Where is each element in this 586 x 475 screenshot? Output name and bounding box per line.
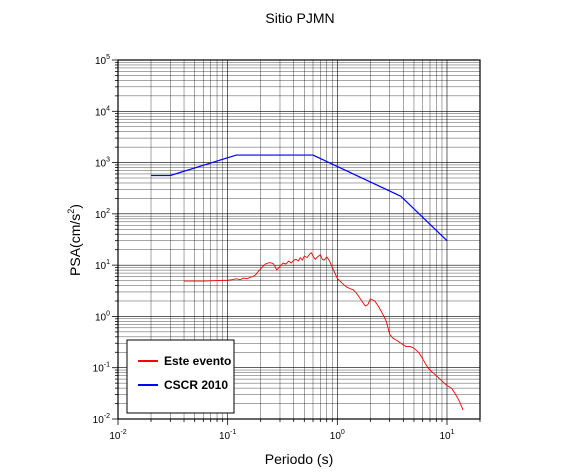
y-axis-label-close: ) <box>67 204 83 209</box>
tick-label-exponent: 4 <box>106 105 110 112</box>
y-tick-label: 101 <box>95 259 110 272</box>
tick-label-base: 10 <box>109 431 121 442</box>
tick-label-base: 10 <box>95 56 107 67</box>
series-line-este-evento <box>184 252 464 411</box>
chart-title: Sitio PJMN <box>265 10 334 26</box>
tick-label-base: 10 <box>95 159 107 170</box>
tick-label-exponent: 0 <box>106 310 110 317</box>
y-axis-label-group: PSA(cm/s2) <box>66 204 83 276</box>
tick-label-exponent: 1 <box>451 429 455 436</box>
tick-label-exponent: 0 <box>341 429 345 436</box>
plot-frame <box>117 59 481 420</box>
y-axis-label-base: PSA(cm/s <box>67 214 83 276</box>
series-line-cscr-2010 <box>151 154 448 242</box>
tick-label-base: 10 <box>95 107 107 118</box>
tick-label-exponent: -1 <box>230 429 236 436</box>
y-tick-label: 104 <box>95 105 110 118</box>
tick-label-exponent: 2 <box>106 208 110 215</box>
y-tick-label: 105 <box>95 54 110 67</box>
x-tick-label: 100 <box>330 429 345 442</box>
tick-label-base: 10 <box>93 415 105 426</box>
tick-label-exponent: -2 <box>104 413 110 420</box>
tick-label-base: 10 <box>330 431 342 442</box>
legend-label-cscr-2010: CSCR 2010 <box>164 378 228 392</box>
tick-label-base: 10 <box>95 261 107 272</box>
tick-label-base: 10 <box>95 210 107 221</box>
x-axis-label: Periodo (s) <box>265 451 333 467</box>
x-tick-label: 10-1 <box>219 429 236 442</box>
y-tick-label: 103 <box>95 157 110 170</box>
tick-label-exponent: 3 <box>106 157 110 164</box>
tick-label-exponent: 1 <box>106 259 110 266</box>
tick-label-base: 10 <box>219 431 231 442</box>
legend-label-este-evento: Este evento <box>164 354 231 368</box>
legend: Este evento CSCR 2010 <box>126 339 235 414</box>
tick-label-exponent: -2 <box>120 429 126 436</box>
y-tick-label: 10-1 <box>93 362 110 375</box>
y-axis-label: PSA(cm/s2) <box>66 204 83 276</box>
tick-label-base: 10 <box>439 431 451 442</box>
y-tick-label: 10-2 <box>93 413 110 426</box>
y-axis-label-exp: 2 <box>66 209 76 214</box>
tick-label-base: 10 <box>93 364 105 375</box>
x-tick-label: 101 <box>439 429 454 442</box>
x-tick-label: 10-2 <box>109 429 126 442</box>
y-tick-label: 102 <box>95 208 110 221</box>
y-tick-label: 100 <box>95 310 110 323</box>
tick-label-exponent: 5 <box>106 54 110 61</box>
tick-label-exponent: -1 <box>104 362 110 369</box>
legend-box <box>126 339 235 414</box>
tick-label-base: 10 <box>95 312 107 323</box>
series-lines <box>151 154 464 411</box>
